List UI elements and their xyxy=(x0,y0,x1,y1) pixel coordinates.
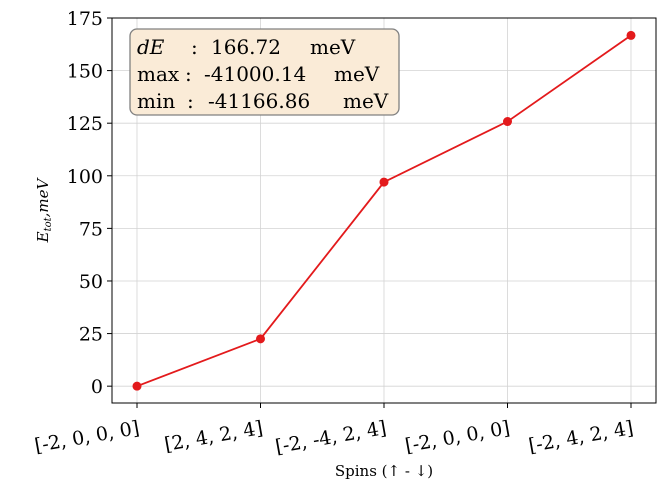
y-tick-label: 0 xyxy=(91,376,103,398)
annotation-value: -41166.86 xyxy=(208,89,310,113)
y-tick-label: 50 xyxy=(79,271,103,293)
y-tick-label: 150 xyxy=(67,61,103,83)
x-axis-label: Spins (↑ - ↓) xyxy=(335,462,433,480)
y-tick-label: 75 xyxy=(79,218,103,240)
annotation-separator: : xyxy=(187,89,194,113)
data-point xyxy=(503,117,512,127)
annotation-unit: meV xyxy=(343,89,389,113)
y-tick-label: 175 xyxy=(67,8,103,30)
y-axis-label-suffix: ,meV xyxy=(34,176,52,217)
annotation-unit: meV xyxy=(334,62,380,86)
x-axis: [-2, 0, 0, 0] [2, 4, 2, 4] [-2, -4, 2, 4] [… xyxy=(33,403,635,458)
y-axis-label-main: E xyxy=(34,231,52,243)
data-point xyxy=(379,177,389,187)
x-tick-label: [-2, 4, 2, 4] xyxy=(527,417,635,457)
series-line-layer xyxy=(132,30,636,391)
annotation-unit: meV xyxy=(310,35,356,59)
annotation-key: min xyxy=(137,89,175,113)
y-axis: 0 25 50 75 100 125 150 175 xyxy=(67,8,112,398)
data-point xyxy=(132,381,142,391)
y-tick-label: 125 xyxy=(67,113,103,135)
x-tick-label: [-2, -4, 2, 4] xyxy=(274,417,388,458)
annotation-value: 166.72 xyxy=(211,35,281,59)
x-tick-label: [-2, 0, 0, 0] xyxy=(33,417,141,457)
y-axis-label: Etot,meV xyxy=(34,176,54,243)
y-axis-label-sub: tot xyxy=(43,216,54,231)
annotation-value: -41000.14 xyxy=(204,62,306,86)
annotation-key: max xyxy=(137,62,180,86)
x-tick-label: [2, 4, 2, 4] xyxy=(163,417,265,456)
y-tick-label: 25 xyxy=(79,324,103,346)
annotation-key: dE xyxy=(137,35,165,59)
y-tick-label: 100 xyxy=(67,166,103,188)
annotation-background xyxy=(129,28,400,116)
data-point xyxy=(256,334,265,344)
annotation-separator: : xyxy=(185,62,192,86)
x-tick-label: [-2, 0, 0, 0] xyxy=(403,417,511,457)
annotation-separator: : xyxy=(191,35,198,59)
data-point xyxy=(626,30,636,40)
